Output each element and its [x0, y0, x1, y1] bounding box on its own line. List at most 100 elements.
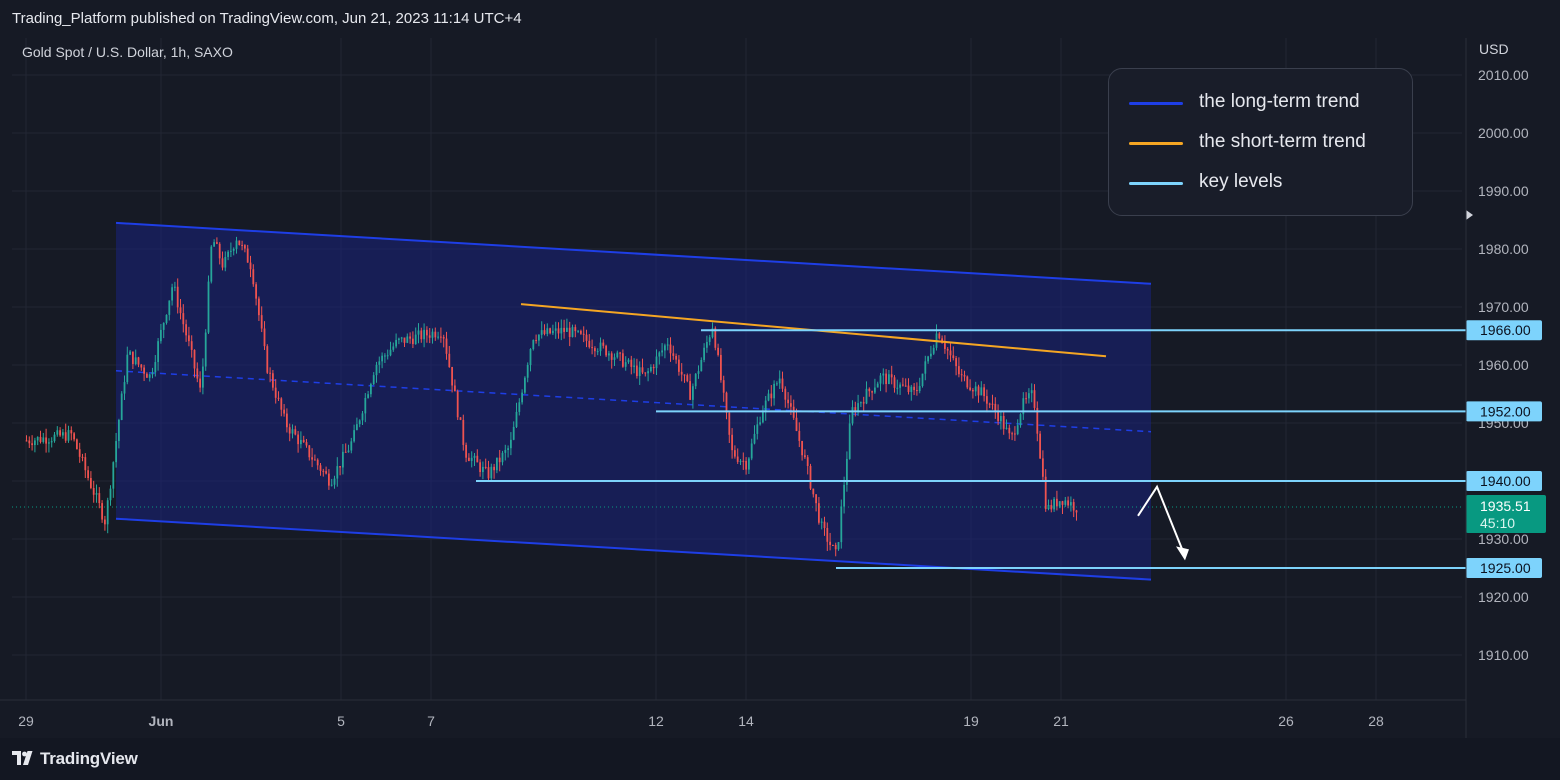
legend-swatch-short-term: [1129, 142, 1183, 145]
candle-body: [876, 383, 879, 388]
tradingview-brand[interactable]: TradingView: [40, 749, 138, 768]
level-marker-icon: [1466, 562, 1473, 572]
candle-body: [664, 345, 666, 351]
candle-body: [266, 346, 269, 373]
time-tick-label: 12: [648, 713, 664, 729]
candle-body: [504, 449, 507, 453]
candle-body: [879, 375, 882, 384]
candle-body: [1064, 500, 1067, 505]
candle-body: [1044, 476, 1047, 510]
candle-body: [798, 430, 801, 441]
price-tick-label: 1970.00: [1478, 299, 1529, 315]
tradingview-logo-icon[interactable]: [12, 751, 36, 765]
symbol-title[interactable]: Gold Spot / U.S. Dollar, 1h, SAXO: [22, 44, 233, 60]
time-tick-label: 21: [1053, 713, 1069, 729]
candle-body: [616, 352, 619, 358]
candle-body: [815, 494, 817, 504]
candle-body: [1028, 393, 1030, 399]
candle-body: [778, 378, 781, 384]
candle-body: [932, 347, 935, 354]
candle-body: [750, 443, 753, 459]
candle-body: [652, 366, 655, 369]
candle-body: [67, 430, 70, 441]
candle-body: [804, 455, 806, 458]
candle-body: [146, 373, 148, 378]
candle-body: [400, 337, 403, 339]
candle-body: [25, 440, 28, 442]
candle-body: [619, 352, 621, 354]
candle-body: [680, 371, 683, 375]
candle-body: [773, 383, 775, 399]
candle-body: [143, 367, 145, 374]
candle-body: [1016, 425, 1019, 435]
candle-body: [210, 246, 213, 282]
candle-body: [1011, 433, 1013, 435]
candle-body: [851, 407, 854, 424]
price-tick-label: 1960.00: [1478, 357, 1529, 373]
candle-body: [297, 434, 299, 445]
candle-body: [50, 441, 53, 443]
candle-body: [473, 455, 476, 458]
candle-body: [862, 402, 865, 404]
countdown-text: 45:10: [1480, 515, 1515, 531]
candle-body: [577, 330, 579, 332]
candle-body: [602, 342, 605, 346]
candle-body: [717, 347, 719, 355]
candle-body: [585, 334, 588, 341]
candle-body: [1050, 505, 1053, 510]
candle-body: [42, 437, 45, 442]
candle-body: [381, 355, 383, 362]
candle-body: [605, 345, 607, 356]
candle-body: [221, 258, 224, 268]
candle-body: [367, 394, 369, 398]
currency-label: USD: [1479, 41, 1509, 57]
candle-body: [913, 386, 915, 391]
candle-body: [358, 420, 361, 425]
candle-body: [714, 328, 717, 348]
price-tick-label: 1920.00: [1478, 589, 1529, 605]
candle-body: [669, 344, 672, 354]
candle-body: [448, 353, 451, 367]
candle-body: [330, 484, 333, 486]
candle-body: [84, 457, 87, 471]
candle-body: [272, 373, 274, 388]
candle-body: [599, 342, 602, 352]
candle-body: [426, 329, 428, 336]
candle-body: [1000, 416, 1002, 422]
candle-body: [479, 462, 481, 473]
candle-body: [454, 385, 456, 392]
candle-body: [92, 487, 95, 495]
candle-body: [476, 455, 479, 463]
candle-body: [624, 362, 627, 367]
candle-body: [776, 383, 778, 385]
candle-body: [969, 387, 971, 390]
candle-body: [123, 382, 126, 394]
candle-body: [370, 384, 372, 395]
candle-body: [918, 386, 921, 392]
candle-body: [109, 488, 112, 501]
candle-body: [902, 384, 904, 386]
candle-body: [218, 243, 221, 259]
candle-body: [633, 365, 635, 367]
candle-body: [728, 412, 731, 435]
candle-body: [48, 442, 50, 444]
candle-body: [193, 349, 196, 369]
candle-body: [874, 387, 876, 393]
candle-body: [1039, 433, 1041, 459]
candle-body: [62, 432, 64, 436]
candle-body: [554, 328, 557, 331]
candle-body: [36, 436, 39, 441]
candle-body: [291, 429, 294, 434]
candle-body: [538, 334, 540, 341]
candle-body: [594, 348, 596, 352]
candle-body: [882, 373, 885, 376]
candle-body: [888, 374, 890, 385]
candle-body: [1005, 427, 1008, 429]
candle-body: [1075, 510, 1078, 513]
candle-body: [154, 362, 157, 373]
candle-body: [809, 465, 812, 489]
candle-body: [202, 366, 204, 388]
candle-body: [854, 407, 857, 412]
time-tick-label: 29: [18, 713, 34, 729]
candle-body: [762, 411, 764, 423]
